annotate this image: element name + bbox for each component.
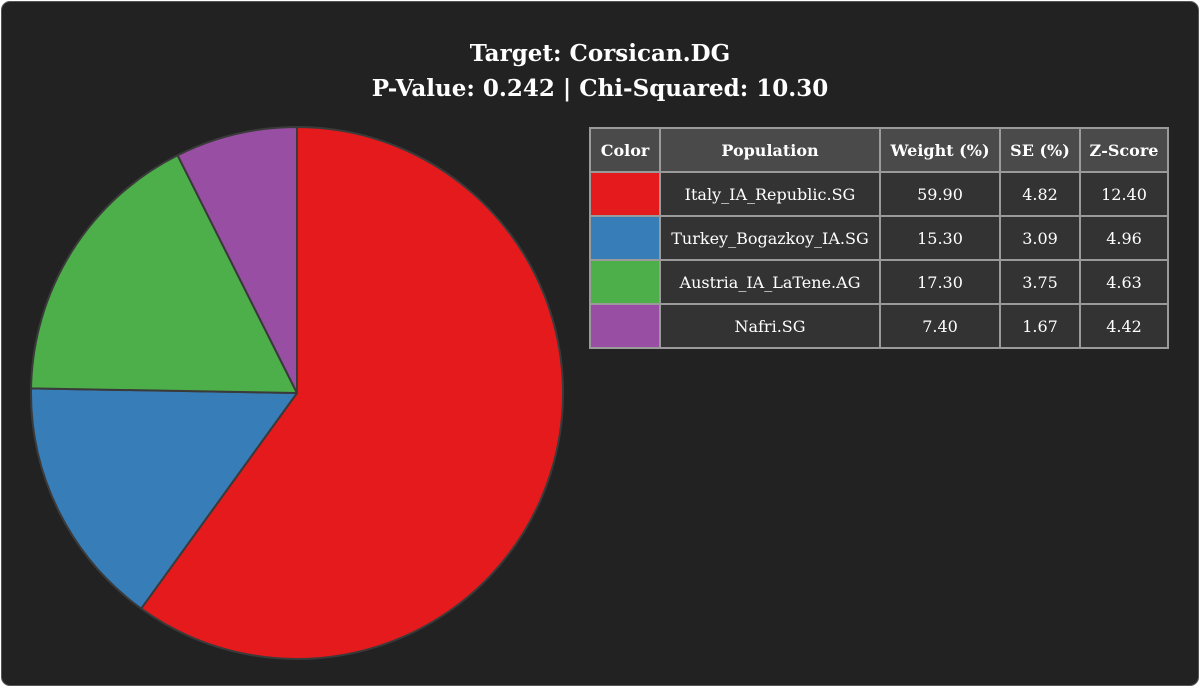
table-row: Nafri.SG 7.40 1.67 4.42 — [589, 303, 1169, 349]
population-cell: Turkey_Bogazkoy_IA.SG — [659, 215, 881, 261]
weight-cell: 15.30 — [879, 215, 1001, 261]
color-swatch — [589, 171, 661, 217]
population-cell: Nafri.SG — [659, 303, 881, 349]
pie-slice-2 — [30, 154, 298, 394]
z-score-cell: 4.42 — [1079, 303, 1169, 349]
table-row: Turkey_Bogazkoy_IA.SG 15.30 3.09 4.96 — [589, 215, 1169, 261]
table-row: Italy_IA_Republic.SG 59.90 4.82 12.40 — [589, 171, 1169, 217]
header-z-score: Z-Score — [1079, 127, 1169, 173]
z-score-cell: 4.63 — [1079, 259, 1169, 305]
header-weight: Weight (%) — [879, 127, 1001, 173]
table-row: Austria_IA_LaTene.AG 17.30 3.75 4.63 — [589, 259, 1169, 305]
header-population: Population — [659, 127, 881, 173]
header-color: Color — [589, 127, 661, 173]
se-cell: 3.75 — [999, 259, 1081, 305]
weight-cell: 59.90 — [879, 171, 1001, 217]
pie-slice-1 — [30, 387, 298, 610]
se-cell: 3.09 — [999, 215, 1081, 261]
pie-slice-3 — [176, 126, 298, 394]
weight-cell: 7.40 — [879, 303, 1001, 349]
table-header-row: Color Population Weight (%) SE (%) Z-Sco… — [589, 127, 1169, 173]
color-swatch — [589, 303, 661, 349]
title-stats: P-Value: 0.242 | Chi-Squared: 10.30 — [371, 75, 829, 102]
z-score-cell: 4.96 — [1079, 215, 1169, 261]
pie-slice-0 — [140, 126, 564, 660]
title-target: Target: Corsican.DG — [469, 40, 731, 67]
color-swatch — [589, 259, 661, 305]
header-se: SE (%) — [999, 127, 1081, 173]
se-cell: 4.82 — [999, 171, 1081, 217]
population-cell: Italy_IA_Republic.SG — [659, 171, 881, 217]
chart-title: Target: Corsican.DG P-Value: 0.242 | Chi… — [2, 36, 1198, 106]
z-score-cell: 12.40 — [1079, 171, 1169, 217]
se-cell: 1.67 — [999, 303, 1081, 349]
population-cell: Austria_IA_LaTene.AG — [659, 259, 881, 305]
pie-slices — [30, 126, 564, 660]
results-table: Color Population Weight (%) SE (%) Z-Sco… — [589, 127, 1169, 349]
weight-cell: 17.30 — [879, 259, 1001, 305]
color-swatch — [589, 215, 661, 261]
